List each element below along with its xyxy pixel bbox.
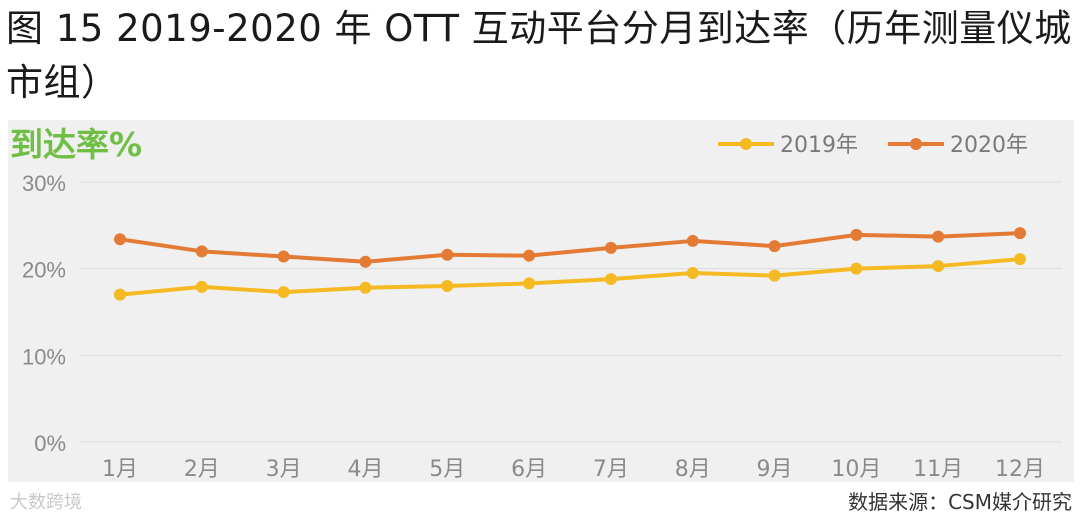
- x-tick-label: 1月: [102, 457, 138, 482]
- data-point: [277, 250, 290, 263]
- data-point: [277, 286, 290, 299]
- data-point: [768, 240, 781, 253]
- data-point: [768, 269, 781, 282]
- source-note: 数据来源：CSM媒介研究: [848, 490, 1072, 514]
- data-point: [850, 262, 863, 275]
- y-tick-label: 10%: [22, 344, 66, 369]
- watermark: 大数跨境: [10, 492, 82, 513]
- data-point: [195, 280, 208, 293]
- y-tick-label: 0%: [34, 431, 66, 456]
- data-point: [441, 280, 454, 292]
- y-axis-label: 到达率%: [10, 125, 143, 164]
- legend-label: 2020年: [950, 133, 1028, 158]
- y-tick-label: 30%: [22, 171, 66, 196]
- data-point: [932, 230, 945, 243]
- data-point: [523, 249, 536, 262]
- series-line-0: [119, 257, 1021, 297]
- x-tick-label: 7月: [593, 457, 629, 482]
- data-point: [523, 277, 536, 290]
- x-tick-label: 12月: [995, 457, 1045, 482]
- y-tick-label: 20%: [22, 258, 66, 283]
- legend-swatch-marker: [740, 138, 752, 150]
- series-line-1: [119, 231, 1021, 264]
- data-point: [359, 255, 372, 268]
- legend-swatch-marker: [910, 138, 922, 150]
- x-tick-label: 10月: [831, 457, 881, 482]
- x-tick-label: 9月: [757, 457, 793, 482]
- data-point: [441, 248, 454, 261]
- x-tick-label: 8月: [675, 457, 711, 482]
- data-point: [195, 245, 208, 258]
- x-tick-label: 6月: [511, 457, 547, 482]
- chart-title: 图 15 2019-2020 年 OTT 互动平台分月到达率（历年测量仪城市组）: [6, 7, 1072, 104]
- x-tick-label: 3月: [266, 457, 302, 482]
- data-point: [114, 288, 126, 301]
- x-tick-label: 4月: [347, 457, 383, 482]
- legend-label: 2019年: [780, 133, 858, 158]
- data-point: [359, 281, 372, 294]
- data-point: [1014, 227, 1026, 240]
- data-point: [604, 241, 617, 254]
- data-point: [850, 228, 863, 241]
- data-point: [114, 233, 126, 246]
- x-tick-label: 2月: [184, 457, 220, 482]
- x-tick-label: 11月: [913, 457, 963, 482]
- data-point: [932, 260, 945, 273]
- plot-area: [8, 120, 1074, 482]
- data-point: [604, 273, 617, 286]
- data-point: [1014, 253, 1026, 266]
- x-tick-label: 5月: [429, 457, 465, 482]
- data-point: [686, 234, 699, 247]
- data-point: [686, 267, 699, 279]
